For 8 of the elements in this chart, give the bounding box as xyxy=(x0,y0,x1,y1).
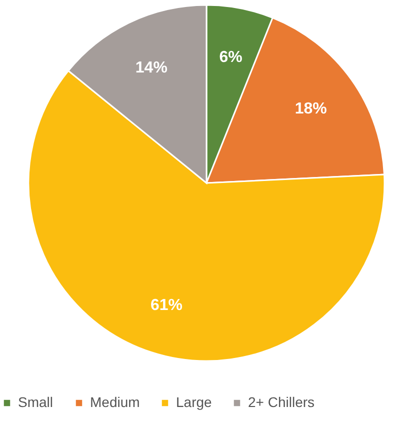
legend-label: Medium xyxy=(90,394,140,410)
data-label: 14% xyxy=(135,59,168,76)
data-label: 6% xyxy=(219,49,242,66)
legend-label: 2+ Chillers xyxy=(248,394,315,410)
data-label: 61% xyxy=(150,296,183,314)
legend-label: Small xyxy=(18,394,54,410)
data-label: 18% xyxy=(294,100,327,118)
legend-label: Large xyxy=(176,394,212,410)
